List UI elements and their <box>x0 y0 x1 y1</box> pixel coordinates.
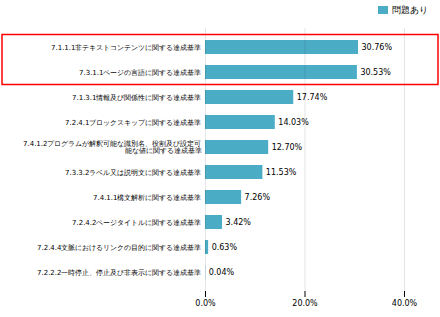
svg-text:7.2.4.2ページタイトルに関する達成基準: 7.2.4.2ページタイトルに関する達成基準 <box>72 219 202 227</box>
svg-text:7.2.4.4文脈におけるリンクの目的に関する達成基準: 7.2.4.4文脈におけるリンクの目的に関する達成基準 <box>37 244 202 252</box>
svg-text:7.1.1.1非テキストコンテンツに関する達成基準: 7.1.1.1非テキストコンテンツに関する達成基準 <box>51 44 202 52</box>
svg-text:0.63%: 0.63% <box>212 243 238 252</box>
svg-text:0.04%: 0.04% <box>209 268 235 277</box>
svg-text:7.2.2.2一時停止、停止及び非表示に関する達成基準: 7.2.2.2一時停止、停止及び非表示に関する達成基準 <box>37 269 202 277</box>
svg-text:7.2.4.1ブロックスキップに関する達成基準: 7.2.4.1ブロックスキップに関する達成基準 <box>65 119 202 127</box>
svg-text:3.42%: 3.42% <box>226 218 252 227</box>
svg-text:20.0%: 20.0% <box>292 299 318 308</box>
svg-text:14.03%: 14.03% <box>278 118 309 128</box>
html-text:問題あり: 問題あり <box>392 4 428 15</box>
svg-text:7.3.1.1ページの言語に関する達成基準: 7.3.1.1ページの言語に関する達成基準 <box>79 69 202 77</box>
svg-text:7.4.1.2プログラムが解釈可能な識別名、役割及び設定可能: 7.4.1.2プログラムが解釈可能な識別名、役割及び設定可能な値に関する達成基準 <box>23 140 202 155</box>
svg-text:40.0%: 40.0% <box>392 299 418 308</box>
svg-text:7.26%: 7.26% <box>245 193 271 202</box>
svg-text:11.53%: 11.53% <box>266 168 297 177</box>
svg-text:30.76%: 30.76% <box>362 43 393 52</box>
svg-text:0.0%: 0.0% <box>195 299 216 308</box>
svg-text:7.4.1.1構文解析に関する達成基準: 7.4.1.1構文解析に関する達成基準 <box>93 194 202 202</box>
svg-text:30.53%: 30.53% <box>360 68 391 77</box>
svg-text:7.3.3.2ラベル又は説明文に関する達成基準: 7.3.3.2ラベル又は説明文に関する達成基準 <box>65 169 202 177</box>
svg-text:12.70%: 12.70% <box>272 143 303 152</box>
svg-text:17.74%: 17.74% <box>297 93 328 102</box>
svg-text:7.1.3.1情報及び関係性に関する達成基準: 7.1.3.1情報及び関係性に関する達成基準 <box>72 94 202 102</box>
